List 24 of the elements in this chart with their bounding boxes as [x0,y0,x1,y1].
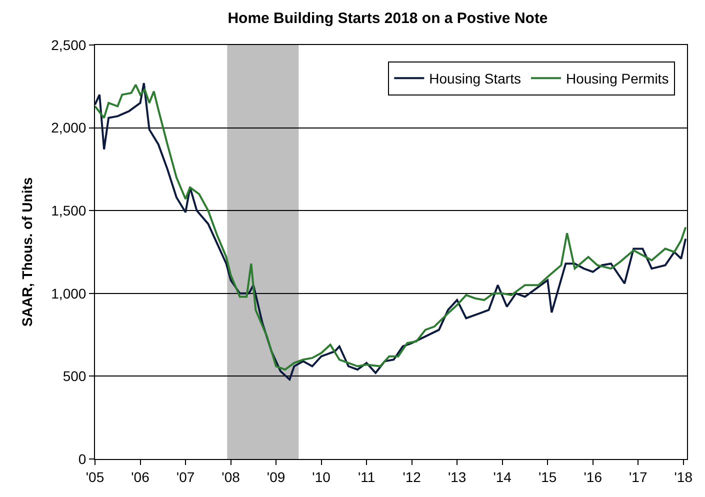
x-tick-label: '07 [176,468,195,485]
y-tick-label: 1,500 [51,202,86,218]
legend-label: Housing Permits [566,70,669,87]
x-tick-label: '17 [628,468,648,485]
x-tick-label: '09 [266,468,286,485]
x-tick-label: '14 [493,468,512,485]
x-tick-label: '06 [131,468,150,485]
x-tick-label: '12 [402,468,422,485]
x-tick-label: '11 [358,468,376,485]
y-tick-label: 500 [62,368,86,384]
x-tick-label: '05 [86,468,104,485]
y-axis-title: SAAR, Thous. of Units [18,177,35,327]
x-tick-label: '13 [448,468,466,485]
x-tick-label: '18 [674,468,693,485]
y-tick-label: 0 [78,450,86,467]
x-tick-label: '10 [312,468,331,485]
x-tick-label: '08 [222,468,240,485]
y-tick-label: 2,000 [51,120,86,136]
chart-title: Home Building Starts 2018 on a Postive Note [228,10,548,27]
x-tick-label: '15 [538,468,557,485]
x-tick-label: '16 [584,468,602,485]
legend-label: Housing Starts [429,70,521,87]
y-tick-label: 2,500 [51,36,86,53]
y-tick-label: 1,000 [51,285,86,302]
